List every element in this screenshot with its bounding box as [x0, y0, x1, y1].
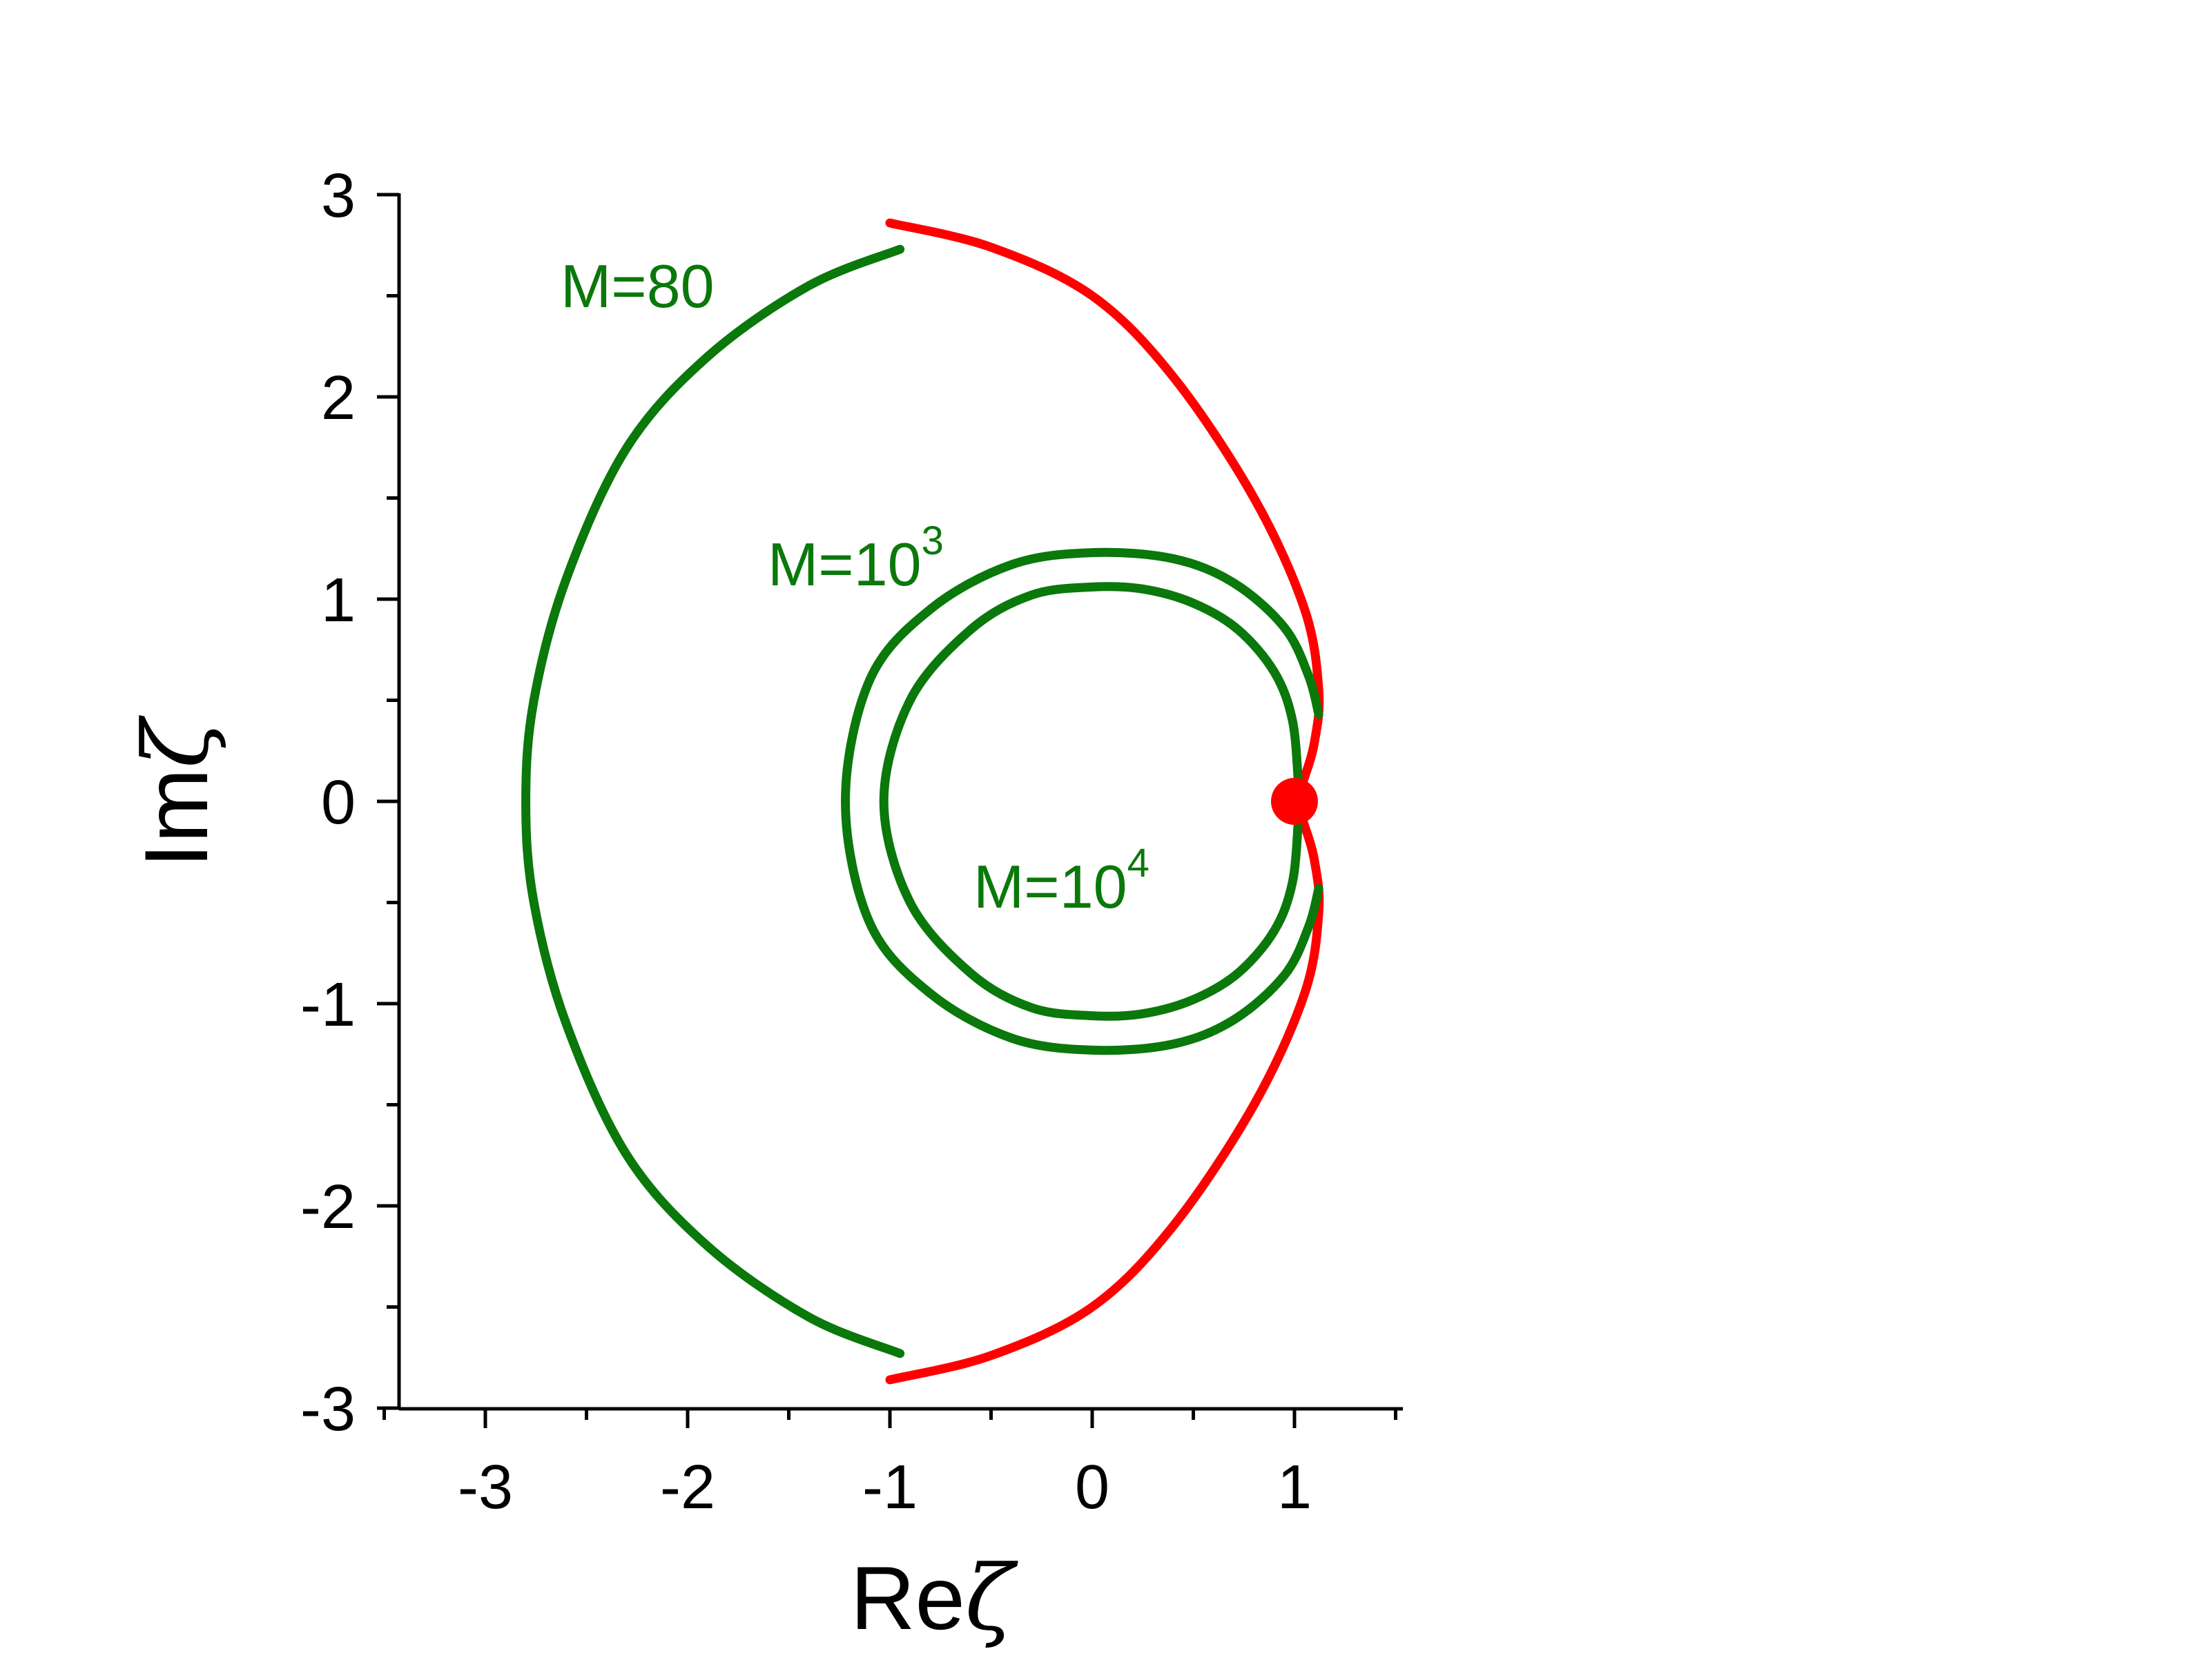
y-tick-label: -2: [300, 1173, 356, 1242]
x-tick-label: -1: [862, 1453, 918, 1522]
series-m1e4-green: [879, 582, 1303, 1021]
ticks-layer: -3 -2 -1 0 1 3 2 1 0 -1 -2 -3: [300, 162, 1397, 1522]
labels-layer: Reζ Imζ M=80 M=103 M=104: [124, 252, 1149, 1650]
x-tick-label: 1: [1277, 1453, 1312, 1522]
y-tick-label: 0: [321, 768, 356, 837]
series-m1e3-green: [841, 547, 1323, 1055]
x-tick-label: -2: [660, 1453, 715, 1522]
marker-point: [1271, 778, 1318, 825]
series-m80-red-upper: [885, 218, 1324, 806]
series-m80-green-arc: [521, 244, 905, 1358]
y-tick-label: 2: [321, 364, 356, 433]
y-tick-label: 1: [321, 566, 356, 635]
y-tick-label: -3: [300, 1375, 356, 1444]
x-axis-title: Reζ: [851, 1545, 1018, 1650]
y-tick-label: -1: [300, 970, 356, 1040]
series-label-m1e4: M=104: [973, 841, 1149, 921]
axes-layer: [397, 193, 1403, 1411]
y-tick-label: 3: [321, 162, 356, 231]
series-m80-red-lower: [885, 797, 1324, 1385]
x-tick-label: 0: [1075, 1453, 1109, 1522]
x-tick-label: -3: [458, 1453, 513, 1522]
curves-layer: [521, 218, 1324, 1385]
y-axis-title: Imζ: [124, 715, 229, 868]
series-label-m80: M=80: [561, 252, 715, 320]
series-label-m1e3: M=103: [768, 518, 944, 598]
